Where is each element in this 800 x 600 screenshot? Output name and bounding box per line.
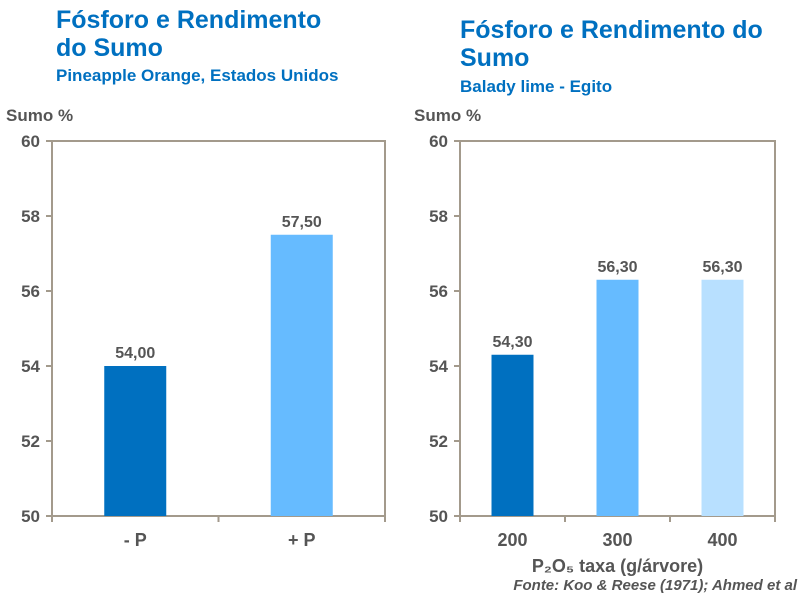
y-tick-label: 50 xyxy=(429,507,448,526)
value-label: 54,00 xyxy=(115,345,155,362)
x-axis-label: P₂O₅ taxa (g/árvore) xyxy=(532,556,703,576)
y-tick-label: 60 xyxy=(429,132,448,151)
bar xyxy=(104,366,167,516)
y-axis-label: Sumo % xyxy=(6,106,73,125)
bar xyxy=(491,354,534,516)
x-tick-label: 400 xyxy=(707,530,737,550)
value-label: 56,30 xyxy=(597,259,637,276)
x-tick-label: 300 xyxy=(602,530,632,550)
value-label: 57,50 xyxy=(282,214,322,231)
bar xyxy=(596,279,639,516)
y-tick-label: 54 xyxy=(21,357,40,376)
x-tick-label: - P xyxy=(124,530,147,550)
chart-subtitle: Pineapple Orange, Estados Unidos xyxy=(56,66,339,85)
y-tick-label: 52 xyxy=(429,432,448,451)
plot-frame xyxy=(51,140,386,517)
bar xyxy=(270,234,333,516)
chart-title: Fósforo e Rendimento do Sumo xyxy=(460,16,763,72)
y-tick-label: 58 xyxy=(429,207,448,226)
x-tick-label: 200 xyxy=(497,530,527,550)
bar xyxy=(701,279,744,516)
value-label: 56,30 xyxy=(702,259,742,276)
y-tick-label: 58 xyxy=(21,207,40,226)
source: Fonte: Koo & Reese (1971); Ahmed et al xyxy=(513,577,797,594)
value-label: 54,30 xyxy=(492,334,532,351)
y-tick-label: 56 xyxy=(429,282,448,301)
y-tick-label: 60 xyxy=(21,132,40,151)
chart-title: Fósforo e Rendimento do Sumo xyxy=(56,6,322,62)
y-axis-label: Sumo % xyxy=(414,106,481,125)
chart-subtitle: Balady lime - Egito xyxy=(460,77,613,96)
y-tick-label: 50 xyxy=(21,507,40,526)
y-tick-label: 56 xyxy=(21,282,40,301)
x-tick-label: + P xyxy=(288,530,316,550)
y-tick-label: 54 xyxy=(429,357,448,376)
y-tick-label: 52 xyxy=(21,432,40,451)
